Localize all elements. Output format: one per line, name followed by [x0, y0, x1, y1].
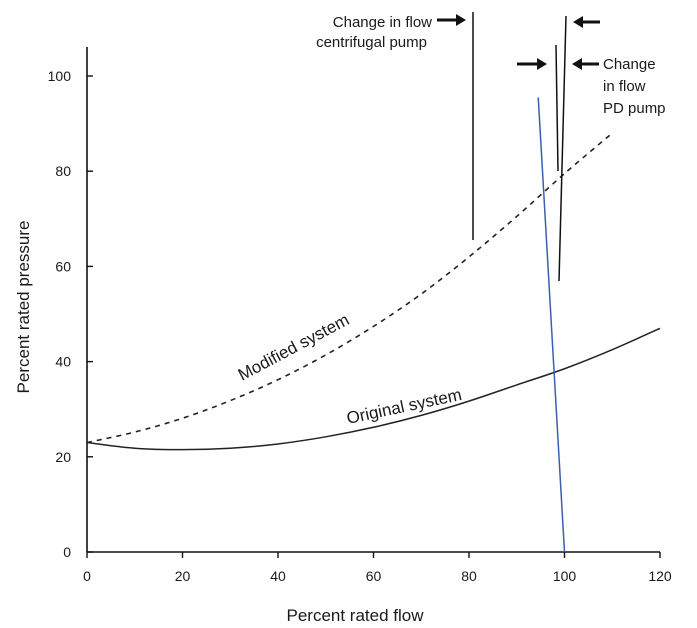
- left-arrow-icon: [573, 16, 600, 28]
- right-arrow-icon: [437, 14, 466, 26]
- y-tick-label: 60: [55, 258, 71, 274]
- axes: [86, 47, 660, 553]
- curves: [87, 97, 661, 552]
- modified-system-label: Modified system: [235, 310, 352, 384]
- x-tick-label: 40: [270, 568, 286, 584]
- centrifugal-note-line-1: Change in flow: [333, 14, 432, 31]
- original-system-label: Original system: [345, 385, 464, 428]
- x-tick-label: 80: [461, 568, 477, 584]
- original-system-curve: [87, 327, 661, 451]
- y-tick-label: 100: [48, 68, 72, 84]
- pd-note-line-1: Change: [603, 56, 656, 73]
- x-ticks: 0 20 40 60 80 100 120: [83, 552, 672, 584]
- left-arrow-icon: [572, 58, 599, 70]
- modified-system-curve: [87, 132, 613, 444]
- x-tick-label: 100: [553, 568, 577, 584]
- x-tick-label: 20: [175, 568, 191, 584]
- y-ticks: 0 20 40 60 80 100: [48, 68, 93, 560]
- y-tick-label: 80: [55, 163, 71, 179]
- pd-flow-marker-left: [555, 44, 559, 172]
- x-tick-label: 120: [648, 568, 672, 584]
- y-tick-label: 20: [55, 449, 71, 465]
- y-tick-label: 0: [63, 544, 71, 560]
- pd-flow-marker-right: [558, 15, 567, 282]
- y-axis-title: Percent rated pressure: [14, 221, 33, 394]
- pd-pump-annotation: Change in flow PD pump: [517, 15, 666, 282]
- x-axis-title: Percent rated flow: [286, 606, 424, 625]
- x-tick-label: 60: [366, 568, 382, 584]
- pd-note-line-2: in flow: [603, 78, 646, 95]
- pd-note-line-3: PD pump: [603, 100, 666, 117]
- centrifugal-pump-annotation: Change in flow centrifugal pump: [316, 12, 474, 240]
- right-arrow-icon: [517, 58, 547, 70]
- centrifugal-note-line-2: centrifugal pump: [316, 34, 427, 51]
- pd-pump-curve: [537, 97, 566, 552]
- y-tick-label: 40: [55, 354, 71, 370]
- x-tick-label: 0: [83, 568, 91, 584]
